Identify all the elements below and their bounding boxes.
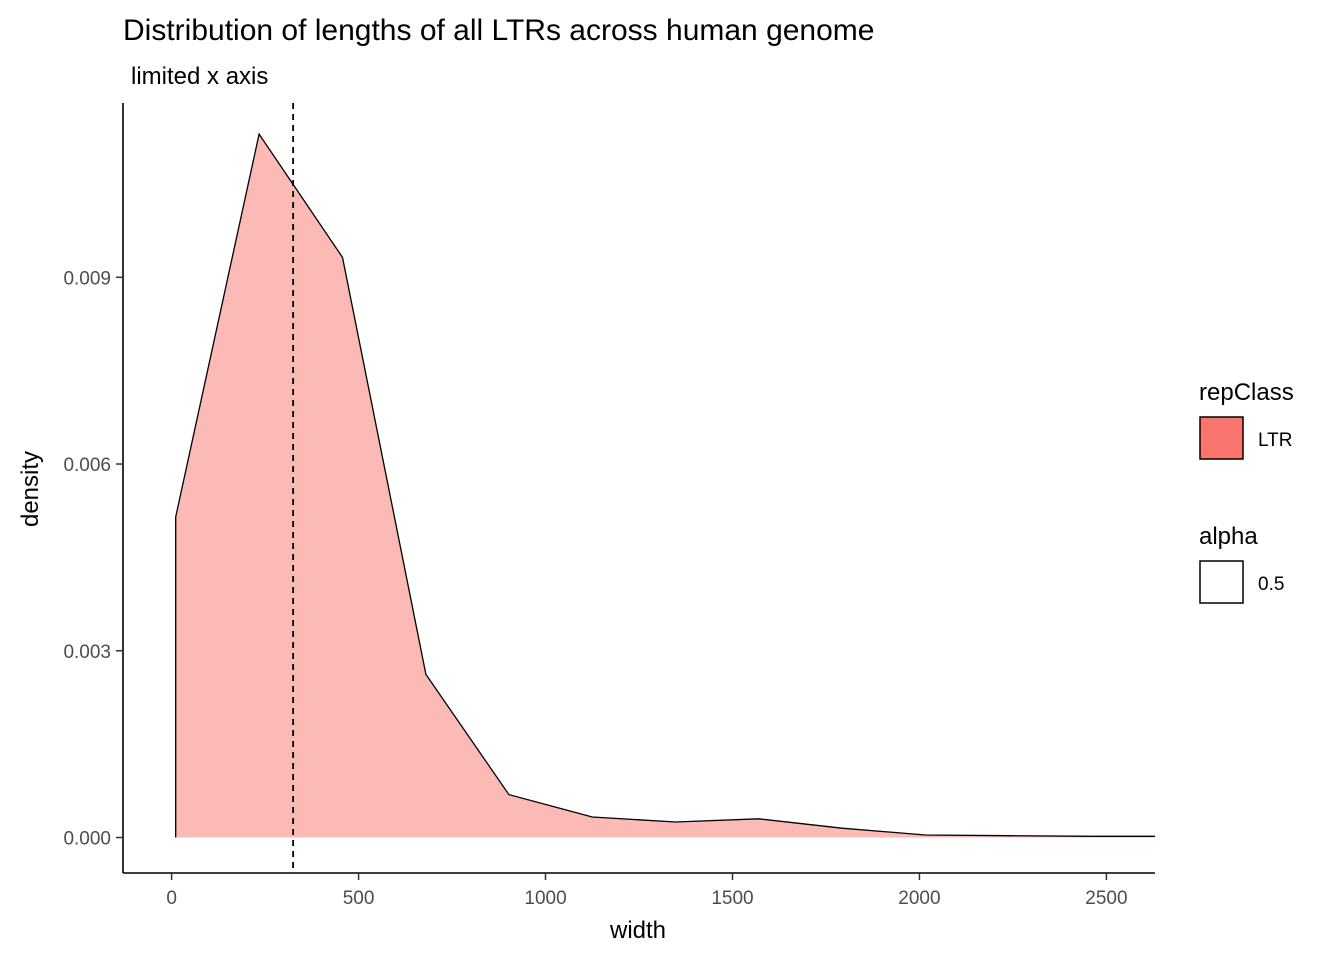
density-outline-0 xyxy=(175,132,1155,838)
y-tick-label-3: 0.009 xyxy=(63,268,111,289)
legend-key-ltr xyxy=(1199,416,1244,460)
x-axis-title: width xyxy=(609,917,666,944)
x-tick-label-2: 1000 xyxy=(524,888,566,909)
plot-area xyxy=(175,103,1155,873)
legend: repClass LTR alpha 0.5 xyxy=(1199,379,1294,604)
legend-title-repclass: repClass xyxy=(1199,379,1294,406)
x-tick-label-3: 1500 xyxy=(711,888,753,909)
y-tick-label-0: 0.000 xyxy=(63,829,111,850)
y-tick-label-2: 0.006 xyxy=(63,455,111,476)
chart-subtitle: limited x axis xyxy=(131,63,268,90)
density-area-0 xyxy=(175,134,1155,838)
chart-title: Distribution of lengths of all LTRs acro… xyxy=(123,14,874,47)
legend-label-ltr: LTR xyxy=(1258,430,1292,451)
x-tick-label-5: 2500 xyxy=(1085,888,1127,909)
y-tick-label-1: 0.003 xyxy=(63,642,111,663)
legend-label-05: 0.5 xyxy=(1258,574,1284,595)
legend-key-05 xyxy=(1199,560,1244,604)
x-tick-label-0: 0 xyxy=(166,888,177,909)
axes: 0 500 1000 1500 2000 2500 0.000 0.003 0.006 0.009 xyxy=(63,103,1155,909)
x-tick-label-4: 2000 xyxy=(898,888,940,909)
legend-title-alpha: alpha xyxy=(1199,523,1258,550)
y-axis-title: density xyxy=(17,451,44,527)
x-tick-label-1: 500 xyxy=(343,888,375,909)
